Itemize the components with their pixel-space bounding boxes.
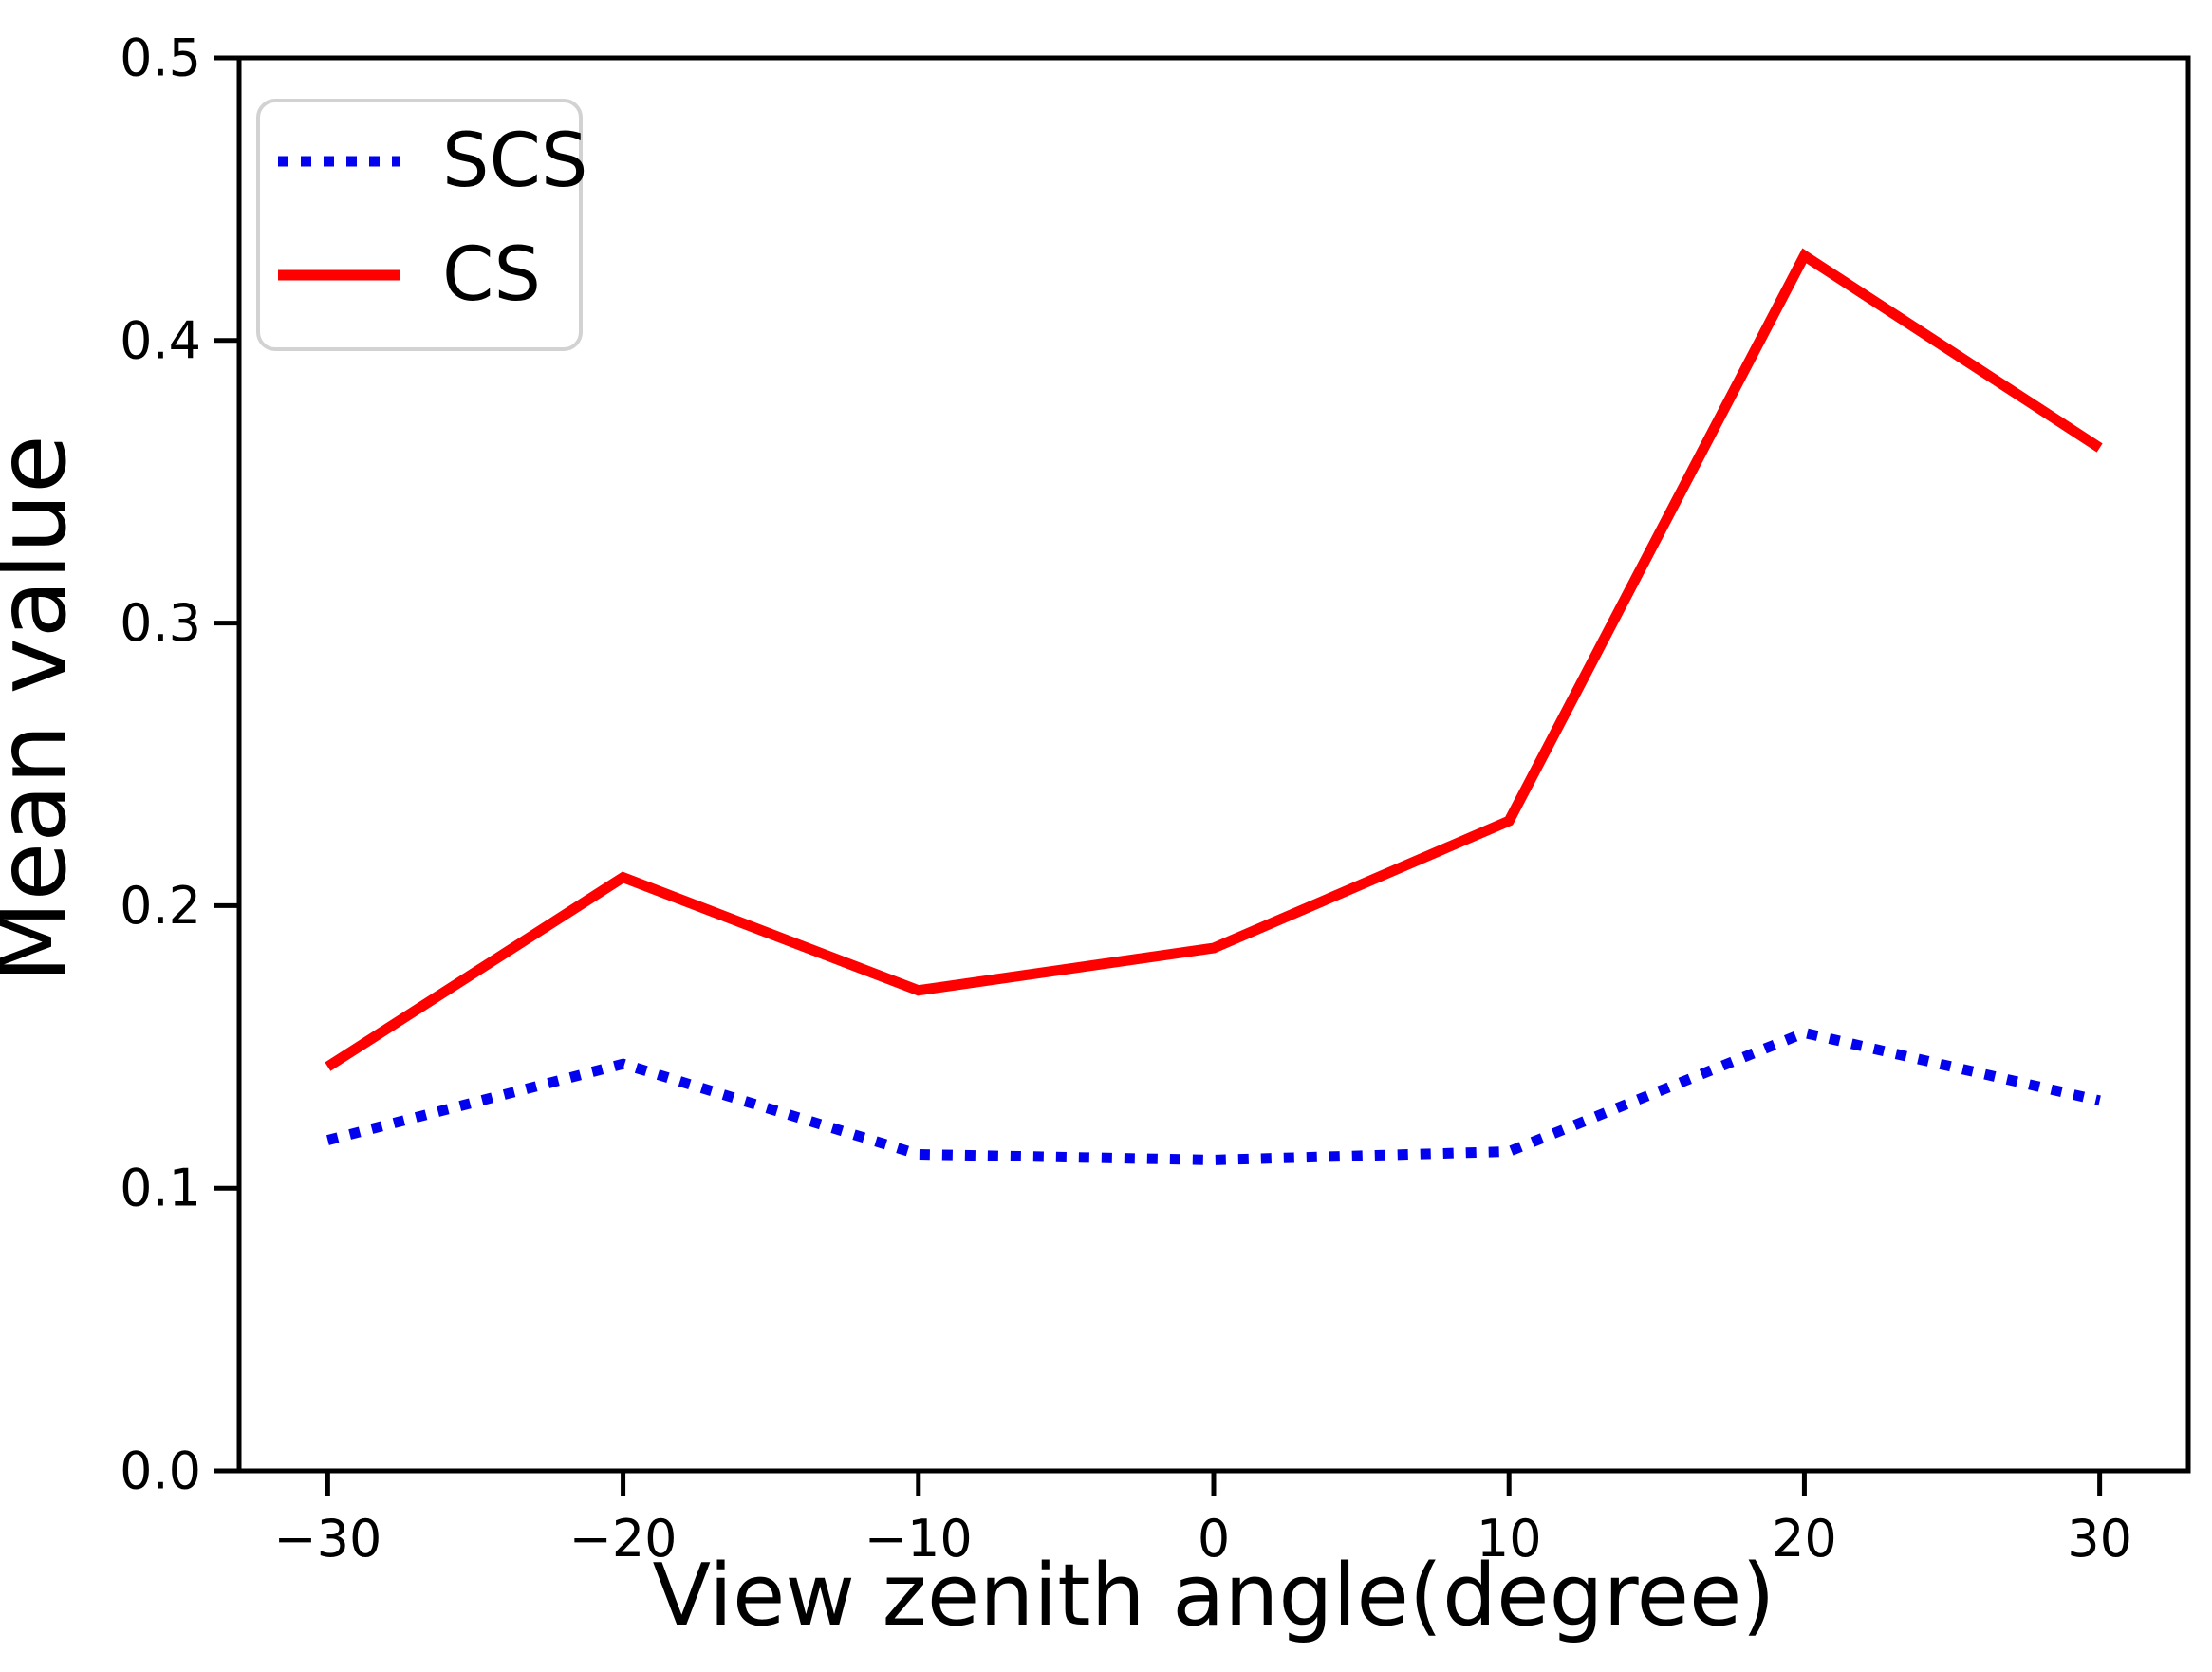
x-axis-tick-label: 20 [1772,1509,1837,1569]
legend-label-scs: SCS [442,119,588,204]
legend-label-cs: CS [442,232,541,318]
y-axis-tick-label: 0.3 [120,593,201,653]
x-axis-label: View zenith angle(degree) [652,1546,1775,1645]
y-axis-tick-label: 0.4 [120,310,201,370]
legend-box [256,99,583,351]
cs-series-line [325,248,2103,1071]
x-axis-tick-label: −10 [864,1509,973,1569]
x-axis-tick-label: −30 [273,1509,381,1569]
x-axis-tick-label: −20 [569,1509,678,1569]
y-axis-tick-label: 0.5 [120,28,201,88]
y-axis-tick-label: 0.0 [120,1441,201,1501]
scs-series-line [325,1027,2101,1165]
y-axis-tick-label: 0.1 [120,1159,201,1218]
y-axis-label: Mean value [0,435,87,982]
x-axis-tick-label: 10 [1477,1509,1542,1569]
y-axis-tick-label: 0.2 [120,876,201,936]
x-axis-tick-label: 30 [2067,1509,2132,1569]
x-axis-tick-label: 0 [1198,1509,1230,1569]
